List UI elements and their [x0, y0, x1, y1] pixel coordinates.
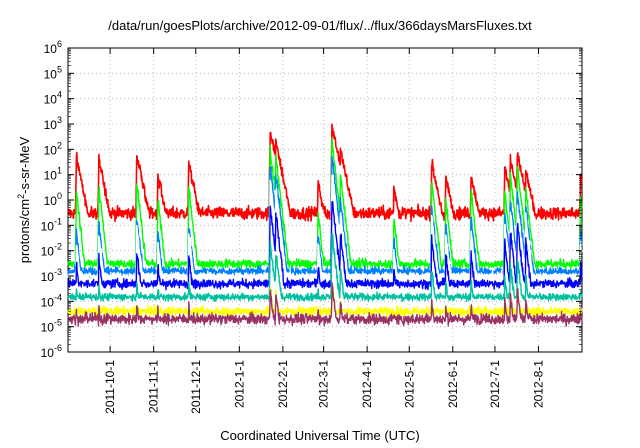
x-tick-label: 2012-2-1: [276, 360, 290, 408]
series-line-5: [67, 232, 583, 303]
y-axis-label-sup: 2: [15, 193, 26, 199]
y-tick-label: 10-6: [41, 343, 62, 360]
y-tick-label: 10-3: [41, 267, 62, 284]
x-tick-label: 2012-5-1: [402, 360, 416, 408]
y-axis-label: protons/cm2-s-sr-MeV: [16, 137, 32, 263]
series-line-0: [67, 123, 583, 223]
series-line-1: [67, 137, 583, 271]
x-axis-label: Coordinated Universal Time (UTC): [220, 428, 420, 443]
y-tick-label: 10-4: [41, 292, 62, 309]
y-tick-label: 10-2: [41, 242, 62, 259]
y-tick-label: 10-5: [41, 318, 62, 335]
series-line-7: [67, 282, 583, 327]
x-tick-label: 2012-1-1: [232, 360, 246, 408]
y-tick-label: 104: [44, 90, 62, 107]
y-tick-label: 103: [44, 115, 62, 132]
y-tick-label: 101: [44, 166, 62, 183]
x-tick-label: 2011-11-1: [147, 360, 161, 413]
x-tick-label: 2012-6-1: [446, 360, 460, 408]
series-lines: [67, 123, 583, 327]
x-tick-label: 2012-7-1: [488, 360, 502, 408]
y-tick-label: 105: [44, 64, 62, 81]
series-line-3: [67, 174, 583, 282]
series-line-4: [67, 201, 583, 291]
y-tick-label: 100: [44, 191, 62, 208]
y-tick-label: 106: [44, 39, 62, 56]
y-axis-label-prefix: protons/cm: [17, 198, 33, 264]
y-axis-label-suffix: -s-sr-MeV: [17, 136, 33, 194]
chart-title: /data/run/goesPlots/archive/2012-09-01/f…: [108, 18, 532, 33]
x-tick-label: 2012-4-1: [360, 360, 374, 408]
x-tick-label: 2012-8-1: [531, 360, 545, 408]
axes: 10-6 10-5 10-4 10-3 10-2 10-1 100 101 102 103 104 1…: [41, 39, 582, 414]
y-tick-label: 10-1: [41, 216, 62, 233]
x-tick-label: 2012-3-1: [317, 360, 331, 408]
x-tick-label: 2011-10-1: [103, 360, 117, 414]
y-tick-label: 102: [44, 140, 62, 157]
grid: [68, 48, 582, 352]
series-line-6: [67, 283, 583, 318]
x-tick-label: 2011-12-1: [189, 360, 203, 414]
